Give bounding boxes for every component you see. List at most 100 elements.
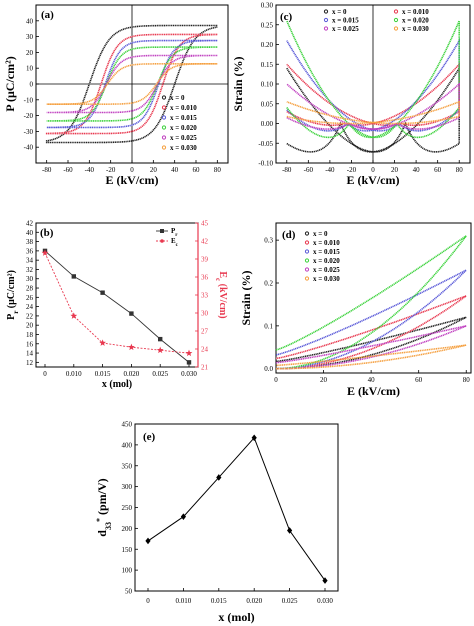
strain-butterfly-loop: [286, 100, 460, 125]
y-tick-label-c: 0.10: [261, 81, 274, 89]
y-tick-label-d: 0.3: [264, 237, 273, 245]
legend-label-ec-sub: c: [176, 243, 179, 248]
y-tick-label-a: 40: [26, 17, 34, 25]
y2-tick-label-b: 24: [201, 346, 209, 354]
y-tick-label-b: 16: [26, 340, 34, 348]
x-tick-label-c: -60: [304, 166, 314, 174]
y-tick-label-a: -20: [24, 112, 34, 120]
legend-label-pr-sub: r: [175, 233, 178, 238]
x-tick-label-a: 40: [171, 166, 179, 174]
panel-label-c: (c): [280, 11, 293, 23]
legend-marker: [323, 17, 329, 23]
plot-frame-d: [275, 222, 472, 374]
x-axis-label-b: x (mol): [102, 379, 132, 390]
unipolar-strain-loop: [275, 316, 467, 370]
plot-frame-e: [134, 423, 339, 592]
panel-label-b: (b): [40, 227, 54, 239]
chart-panel-c: -80 -60 -40 -20 0 20 40 60 80 -0.10 -0.05 0.00 0.05 0…: [231, 2, 471, 187]
legend-marker: [304, 240, 310, 245]
x-tick-label-d: 40: [368, 376, 376, 384]
legend-label: x = 0.020: [313, 257, 340, 265]
data-point-pr: [129, 311, 134, 316]
chart-panel-d: 0 20 40 60 800.00.10.20.3 (d) x = 0x = 0.010x …: [239, 222, 472, 398]
x-tick-label-d: 80: [463, 376, 471, 384]
legend-marker: [323, 9, 329, 14]
x-tick-label-b: 0.025: [152, 370, 168, 378]
hysteresis-loop: [45, 33, 218, 135]
legend-label: x = 0.020: [170, 124, 197, 132]
data-point-pr: [100, 290, 105, 295]
x-tick-label-e: 0.020: [246, 597, 262, 605]
y-tick-label-a: -10: [24, 96, 34, 104]
y-tick-label-b: 28: [26, 285, 34, 293]
legend-marker: [161, 145, 167, 150]
legend-label: x = 0.015: [170, 114, 197, 122]
y-tick-label-b: 14: [26, 350, 34, 358]
y2-axis-label-b-tail: (kV/cm): [217, 281, 228, 319]
y-tick-label-e: 250: [122, 504, 133, 512]
legend-marker: [393, 9, 399, 14]
y-axis-label-e-sup: *: [95, 518, 104, 522]
unipolar-strain-loop: [275, 344, 467, 370]
legend-marker: [161, 95, 167, 100]
legend-label: x = 0.010: [313, 239, 340, 247]
y-tick-label-a: 0: [30, 81, 34, 89]
legend-label: x = 0.010: [170, 104, 197, 112]
x-tick-label-a: 20: [150, 166, 158, 174]
data-point: [287, 527, 293, 534]
legend-label: x = 0: [170, 94, 185, 102]
y-tick-label-b: 12: [26, 359, 34, 367]
chart-panel-a: -80 -60 -40 -20 0 20 40 60 80 -40 -30 -20 -10 0 10 20 30…: [3, 4, 229, 187]
legend-marker: [161, 105, 167, 110]
y-axis-label-a: P (μC/cm²): [3, 56, 17, 111]
legend-marker: [304, 231, 310, 236]
y-axis-label-e-sub: 33: [104, 522, 113, 530]
hysteresis-loop: [45, 24, 218, 144]
y-axis-label-c: Strain (%): [231, 57, 245, 112]
legend-marker: [393, 17, 399, 23]
y2-tick-label-b: 21: [201, 364, 209, 372]
x-tick-label-d: 20: [320, 376, 328, 384]
x-tick-label-b: 0: [43, 370, 47, 378]
y-axis-label-b: Pr (μC/cm²): [6, 270, 20, 320]
y-tick-label-c: 0.05: [261, 100, 274, 108]
x-tick-label-c: 60: [434, 166, 442, 174]
y-tick-label-b: 36: [26, 247, 34, 255]
series-line: [44, 250, 190, 363]
y-tick-label-b: 18: [26, 331, 34, 339]
x-tick-label-b: 0.010: [66, 370, 82, 378]
x-tick-label-d: 0: [274, 376, 278, 384]
hysteresis-loop: [46, 46, 218, 122]
data-point-ec: [185, 349, 193, 357]
legend-marker: [304, 249, 310, 254]
x-tick-label-b: 0.030: [181, 370, 197, 378]
data-point-pr: [186, 360, 192, 365]
y-tick-label-b: 30: [26, 275, 34, 283]
data-point-pr: [158, 336, 163, 342]
x-axis-label-e: x (mol): [218, 610, 254, 624]
legend-label: x = 0.025: [332, 25, 359, 33]
y-tick-label-b: 22: [26, 312, 34, 320]
strain-butterfly-loop: [286, 65, 460, 153]
data-point: [180, 513, 186, 520]
x-tick-label-e: 0.025: [282, 597, 298, 605]
hysteresis-loop: [46, 63, 218, 105]
x-tick-label-c: 40: [413, 166, 421, 174]
y-axis-label-b-tail: (μC/cm²): [6, 270, 17, 311]
series-line: [147, 436, 326, 581]
x-tick-label-a: -40: [85, 166, 95, 174]
y-tick-label-b: 42: [26, 220, 34, 228]
y-tick-label-c: 0.15: [261, 61, 274, 69]
x-tick-label-e: 0.015: [211, 597, 227, 605]
x-tick-label-e: 0.030: [317, 597, 333, 605]
x-tick-label-b: 0.015: [95, 370, 111, 378]
y-tick-label-c: -0.05: [258, 140, 273, 148]
y-tick-label-e: 350: [122, 462, 133, 470]
y-axis-label-e: d33* (pm/V): [95, 478, 113, 536]
legend-marker: [304, 276, 310, 281]
y-tick-label-d: 0.1: [264, 322, 273, 330]
x-tick-label-c: -40: [325, 166, 335, 174]
y-tick-label-b: 20: [26, 322, 34, 330]
x-tick-label-c: -20: [347, 166, 357, 174]
